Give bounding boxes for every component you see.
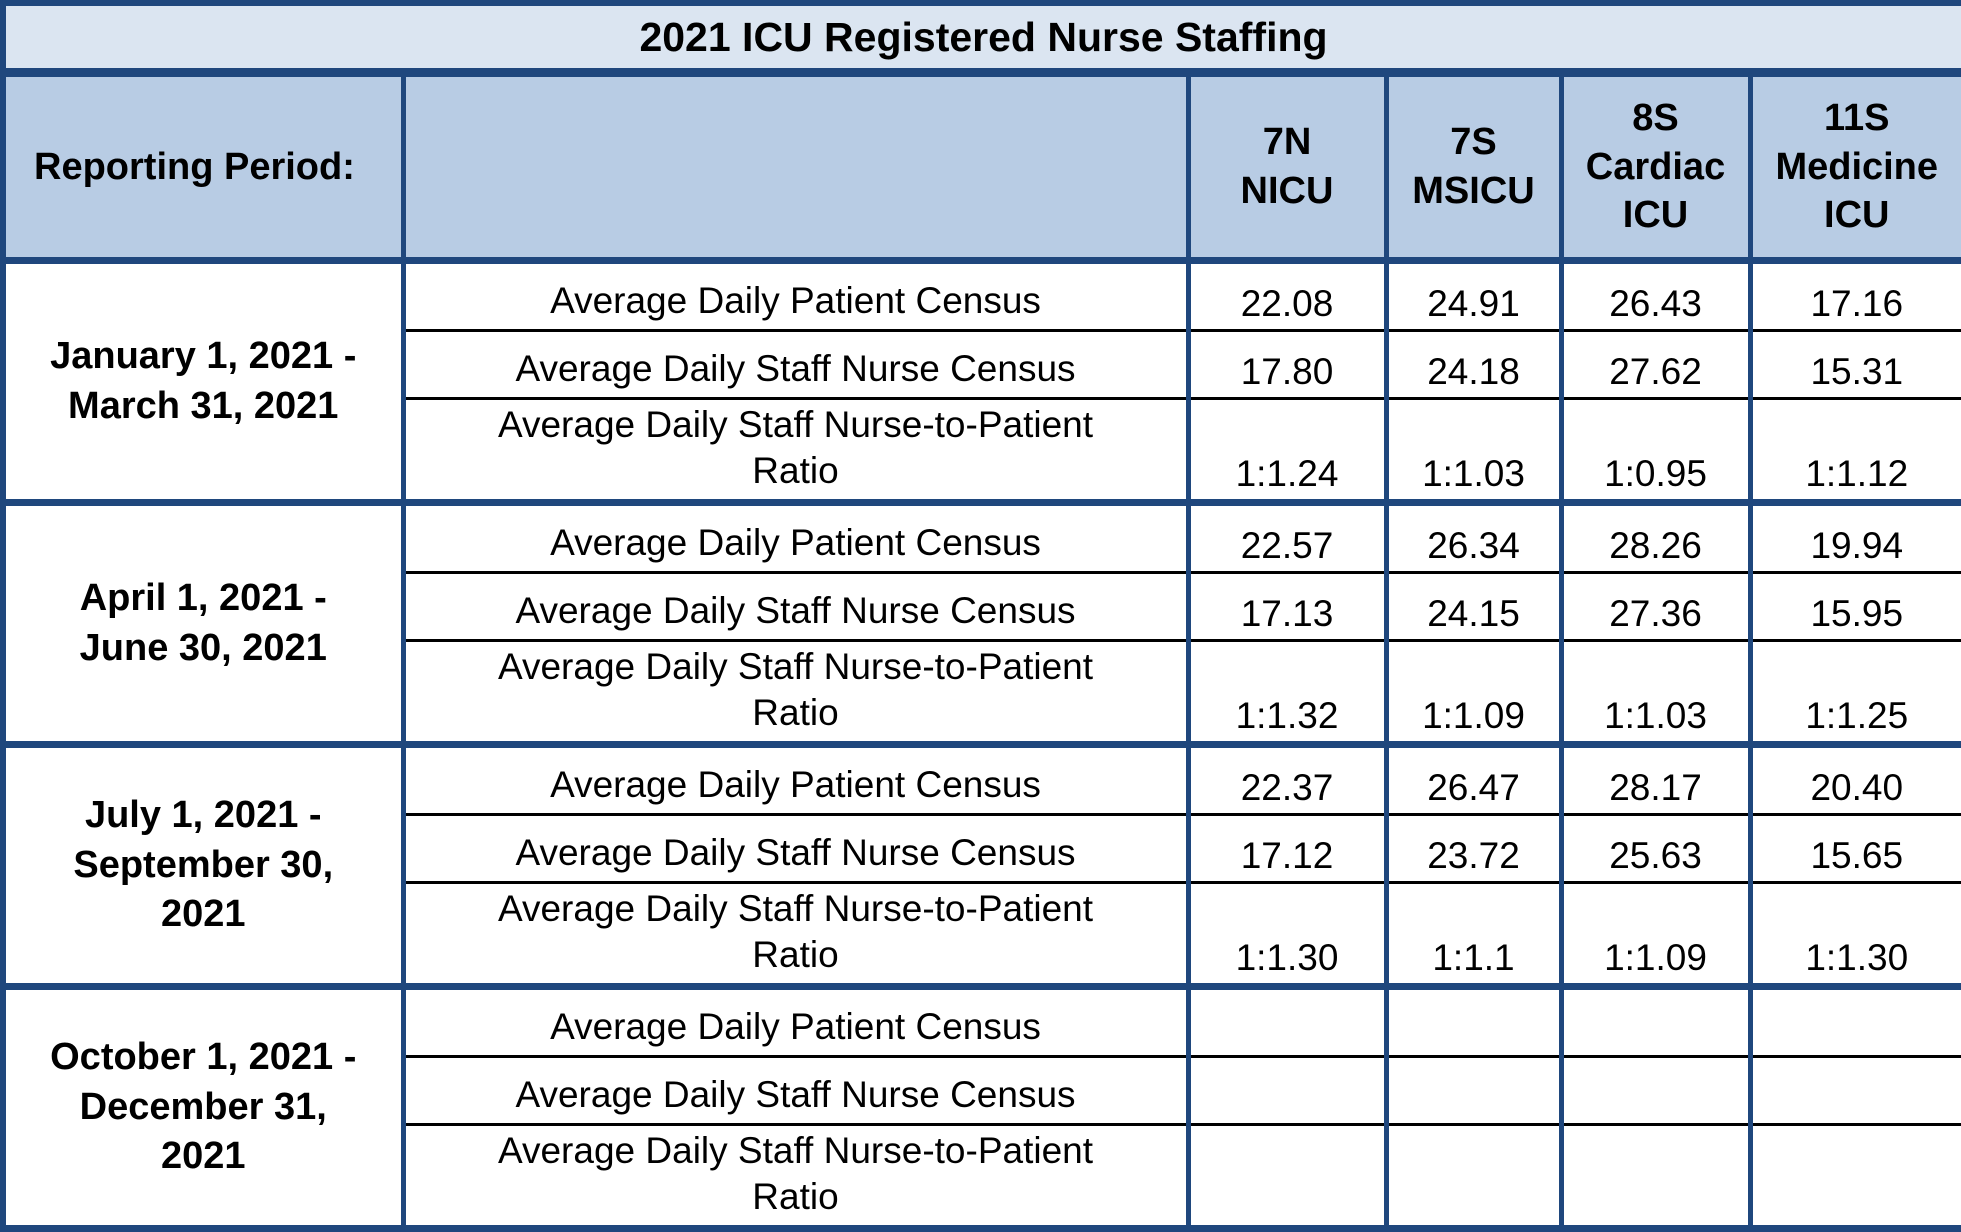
data-cell: 28.17	[1558, 744, 1753, 816]
q1-patient-census-row: January 1, 2021 - March 31, 2021 Average…	[0, 260, 1961, 506]
data-cell: 1:1.09	[1383, 640, 1564, 748]
metric-label: Average Daily Staff Nurse-to-Patient Rat…	[400, 640, 1191, 748]
data-cell: 24.18	[1383, 330, 1564, 400]
q4-nurse-census-row: Average Daily Staff Nurse Census	[3, 1056, 1961, 1126]
metric-label: Average Daily Staff Nurse Census	[400, 814, 1191, 884]
period-cell-q1: January 1, 2021 - March 31, 2021	[0, 260, 406, 506]
data-cell: 1:1.32	[1185, 640, 1389, 748]
data-cell	[1383, 986, 1564, 1058]
data-cell: 22.37	[1185, 744, 1389, 816]
q4-patient-census-row: October 1, 2021 - December 31, 2021 Aver…	[0, 986, 1961, 1232]
metric-header-cell	[400, 72, 1191, 264]
metric-label: Average Daily Patient Census	[400, 502, 1191, 574]
q3-nurse-census-row: Average Daily Staff Nurse Census 17.12 2…	[3, 814, 1961, 884]
period-cell-q4: October 1, 2021 - December 31, 2021	[0, 986, 406, 1232]
data-cell: 26.34	[1383, 502, 1564, 574]
data-cell: 1:1.12	[1747, 398, 1961, 506]
data-cell	[1747, 986, 1961, 1058]
data-cell	[1383, 1056, 1564, 1126]
metric-label: Average Daily Staff Nurse Census	[400, 1056, 1191, 1126]
data-cell: 17.16	[1747, 260, 1961, 332]
data-cell: 25.63	[1558, 814, 1753, 884]
data-cell: 27.36	[1558, 572, 1753, 642]
metric-label: Average Daily Staff Nurse-to-Patient Rat…	[400, 1124, 1191, 1232]
reporting-period-header: Reporting Period:	[0, 72, 406, 264]
data-cell: 20.40	[1747, 744, 1961, 816]
data-cell: 24.91	[1383, 260, 1564, 332]
data-cell: 17.80	[1185, 330, 1389, 400]
data-cell: 1:1.30	[1747, 882, 1961, 990]
metric-label: Average Daily Patient Census	[400, 744, 1191, 816]
data-cell	[1558, 1056, 1753, 1126]
data-cell: 15.65	[1747, 814, 1961, 884]
unit-header-8s-cardiac-icu: 8S Cardiac ICU	[1558, 72, 1753, 264]
q1-ratio-row: Average Daily Staff Nurse-to-Patient Rat…	[3, 398, 1961, 506]
q3-patient-census-row: July 1, 2021 - September 30, 2021 Averag…	[0, 744, 1961, 990]
data-cell	[1558, 1124, 1753, 1232]
data-cell: 28.26	[1558, 502, 1753, 574]
metric-label: Average Daily Patient Census	[400, 260, 1191, 332]
metric-label: Average Daily Staff Nurse-to-Patient Rat…	[400, 398, 1191, 506]
data-cell: 1:1.1	[1383, 882, 1564, 990]
data-cell: 1:1.24	[1185, 398, 1389, 506]
data-cell	[1383, 1124, 1564, 1232]
q1-nurse-census-row: Average Daily Staff Nurse Census 17.80 2…	[3, 330, 1961, 400]
data-cell	[1185, 1056, 1389, 1126]
period-cell-q2: April 1, 2021 - June 30, 2021	[0, 502, 406, 748]
data-cell: 22.08	[1185, 260, 1389, 332]
metric-label: Average Daily Patient Census	[400, 986, 1191, 1058]
metric-label: Average Daily Staff Nurse Census	[400, 330, 1191, 400]
period-cell-q3: July 1, 2021 - September 30, 2021	[0, 744, 406, 990]
data-cell	[1185, 986, 1389, 1058]
data-cell: 15.95	[1747, 572, 1961, 642]
q2-patient-census-row: April 1, 2021 - June 30, 2021 Average Da…	[0, 502, 1961, 748]
data-cell	[1558, 986, 1753, 1058]
data-cell: 1:1.03	[1383, 398, 1564, 506]
data-cell	[1185, 1124, 1389, 1232]
header-row: Reporting Period: 7N NICU 7S MSICU 8S Ca…	[0, 72, 1961, 264]
q2-ratio-row: Average Daily Staff Nurse-to-Patient Rat…	[3, 640, 1961, 748]
q3-ratio-row: Average Daily Staff Nurse-to-Patient Rat…	[3, 882, 1961, 990]
data-cell: 26.47	[1383, 744, 1564, 816]
metric-label: Average Daily Staff Nurse Census	[400, 572, 1191, 642]
data-cell: 27.62	[1558, 330, 1753, 400]
unit-header-7n-nicu: 7N NICU	[1185, 72, 1389, 264]
unit-header-11s-medicine-icu: 11S Medicine ICU	[1747, 72, 1961, 264]
data-cell: 26.43	[1558, 260, 1753, 332]
data-cell: 1:1.30	[1185, 882, 1389, 990]
data-cell: 1:0.95	[1558, 398, 1753, 506]
data-cell	[1747, 1124, 1961, 1232]
data-cell: 1:1.25	[1747, 640, 1961, 748]
table-title: 2021 ICU Registered Nurse Staffing	[3, 3, 1961, 77]
data-cell: 19.94	[1747, 502, 1961, 574]
data-cell: 1:1.03	[1558, 640, 1753, 748]
data-cell: 22.57	[1185, 502, 1389, 574]
q2-nurse-census-row: Average Daily Staff Nurse Census 17.13 2…	[3, 572, 1961, 642]
data-cell	[1747, 1056, 1961, 1126]
unit-header-7s-msicu: 7S MSICU	[1383, 72, 1564, 264]
data-cell: 17.13	[1185, 572, 1389, 642]
metric-label: Average Daily Staff Nurse-to-Patient Rat…	[400, 882, 1191, 990]
data-cell: 15.31	[1747, 330, 1961, 400]
data-cell: 1:1.09	[1558, 882, 1753, 990]
title-row: 2021 ICU Registered Nurse Staffing	[3, 3, 1961, 77]
data-cell: 23.72	[1383, 814, 1564, 884]
data-cell: 17.12	[1185, 814, 1389, 884]
data-cell: 24.15	[1383, 572, 1564, 642]
